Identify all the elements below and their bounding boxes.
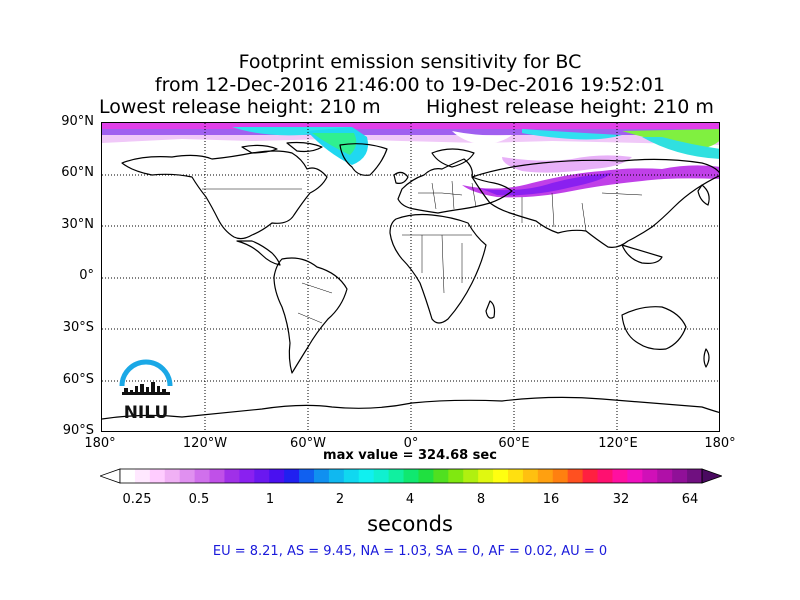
colorbar-swatch	[433, 469, 449, 483]
lon-label: 120°E	[598, 436, 638, 451]
lon-label: 120°W	[182, 436, 228, 451]
colorbar-swatch	[134, 469, 151, 483]
colorbar-swatch	[269, 469, 285, 483]
colorbar-swatch	[358, 469, 375, 483]
colorbar-swatch	[463, 469, 479, 483]
colorbar-swatch	[418, 469, 434, 483]
colorbar-swatch	[687, 469, 703, 483]
lon-label: 0°	[403, 436, 419, 451]
world-map	[101, 122, 720, 432]
lat-label: 90°S	[62, 423, 94, 438]
lat-label: 30°N	[61, 217, 94, 232]
lon-label: 180°	[84, 436, 116, 451]
colorbar-tick-label: 8	[476, 492, 486, 507]
nilu-logo: NILU	[119, 359, 173, 422]
lat-label: 60°N	[61, 165, 94, 180]
colorbar-swatch	[672, 469, 688, 483]
colorbar-swatch	[209, 469, 225, 483]
colorbar	[100, 468, 722, 484]
colorbar-swatch	[120, 469, 136, 483]
colorbar-tick-label: 1	[265, 492, 275, 507]
lat-label: 90°N	[61, 114, 94, 129]
colorbar-swatch	[164, 469, 181, 483]
colorbar-swatch	[343, 469, 360, 483]
colorbar-tick-label: 2	[335, 492, 345, 507]
lon-label: 180°	[704, 436, 736, 451]
colorbar-swatch	[493, 469, 509, 483]
colorbar-swatch	[179, 469, 196, 483]
colorbar-swatch	[314, 469, 330, 483]
colorbar-swatch	[478, 469, 494, 483]
colorbar-units-label: seconds	[367, 512, 453, 536]
lat-label: 30°S	[62, 320, 94, 335]
colorbar-tick-label: 64	[681, 492, 699, 507]
colorbar-swatch	[388, 469, 405, 483]
lat-label: 60°S	[62, 372, 94, 387]
coastlines	[102, 141, 719, 420]
colorbar-swatch	[597, 469, 613, 483]
colorbar-tick-label: 0.5	[188, 492, 210, 507]
colorbar-swatch	[224, 469, 240, 483]
graticule	[102, 123, 719, 431]
colorbar-swatch	[239, 469, 255, 483]
colorbar-swatch	[642, 469, 658, 483]
colorbar-tick-label: 32	[612, 492, 630, 507]
region-totals: EU = 8.21, AS = 9.45, NA = 1.03, SA = 0,…	[212, 544, 608, 559]
colorbar-border	[119, 468, 703, 484]
colorbar-tick-label: 4	[405, 492, 415, 507]
colorbar-tick-label: 0.25	[122, 492, 152, 507]
lon-label: 60°E	[498, 436, 530, 451]
nilu-logo-text: NILU	[124, 403, 169, 422]
colorbar-swatch	[657, 469, 673, 483]
colorbar-swatch	[552, 469, 569, 483]
colorbar-swatch	[194, 469, 211, 483]
colorbar-swatch	[612, 469, 628, 483]
colorbar-swatch	[448, 469, 464, 483]
colorbar-swatch	[522, 469, 539, 483]
colorbar-swatch	[299, 469, 315, 483]
lat-label: 0°	[79, 268, 94, 283]
colorbar-swatch	[627, 469, 643, 483]
colorbar-over-arrow	[701, 468, 722, 484]
colorbar-tick-label: 16	[542, 492, 560, 507]
colorbar-swatch	[254, 469, 270, 483]
max-value-label: max value = 324.68 sec	[323, 448, 497, 463]
colorbar-swatch	[373, 469, 390, 483]
colorbar-swatch	[508, 469, 524, 483]
colorbar-swatch	[537, 469, 554, 483]
colorbar-under-arrow	[100, 468, 121, 484]
colorbar-swatch	[582, 469, 599, 483]
chart-title: Footprint emission sensitivity for BC	[238, 51, 582, 73]
colorbar-swatch	[567, 469, 584, 483]
lowest-release-height: Lowest release height: 210 m	[99, 96, 381, 118]
chart-subtitle-dates: from 12-Dec-2016 21:46:00 to 19-Dec-2016…	[154, 74, 666, 96]
colorbar-swatch	[149, 469, 166, 483]
country-borders	[202, 180, 643, 324]
colorbar-swatch	[403, 469, 419, 483]
lon-label: 60°W	[290, 436, 326, 451]
colorbar-swatch	[328, 469, 345, 483]
highest-release-height: Highest release height: 210 m	[426, 96, 714, 118]
colorbar-swatch	[284, 469, 300, 483]
